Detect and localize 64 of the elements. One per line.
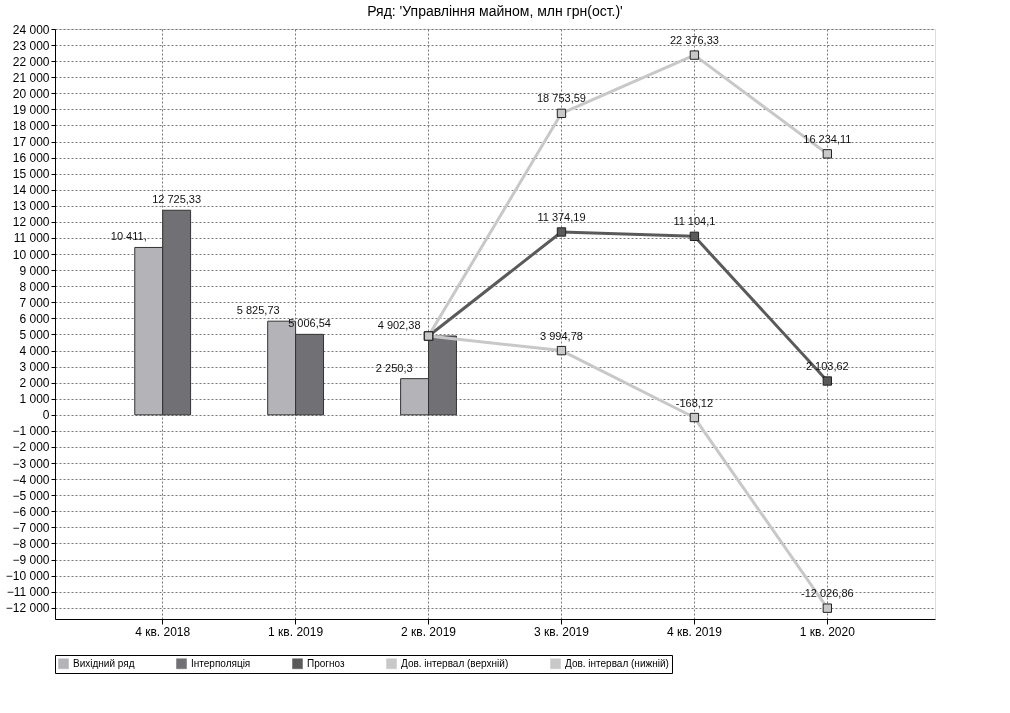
data-label: 16 234,11 [803,132,852,145]
data-label: 11 104,1 [673,215,716,228]
y-tick-label: 1 000 [19,392,50,407]
y-tick-label: 3 000 [19,360,50,375]
data-label: 2 103,62 [805,360,849,373]
y-tick-label: 5 000 [19,327,50,342]
y-tick-label: 10 000 [12,247,50,262]
y-tick-label: 19 000 [12,102,50,117]
legend-label: Інтерполяція [191,657,251,669]
data-label: 5 825,73 [236,304,280,317]
data-label: 5 006,54 [288,317,331,330]
y-tick-label: 0 [42,408,50,423]
y-tick-label: −10 000 [5,569,50,584]
legend-label: Вихідний ряд [73,657,135,669]
y-tick-label: 8 000 [19,279,50,294]
y-tick-label: 14 000 [12,183,50,198]
data-label: -168,12 [675,396,714,409]
y-tick-label: 7 000 [19,295,50,310]
data-label: 10 411, [110,230,147,243]
y-tick-label: 15 000 [12,167,50,182]
x-tick-label: 4 кв. 2019 [666,624,723,639]
y-tick-label: −9 000 [12,553,50,568]
x-tick-label: 4 кв. 2018 [135,624,191,639]
y-tick-label: 18 000 [12,118,50,133]
y-tick-label: −5 000 [12,488,50,503]
y-tick-label: 2 000 [19,376,50,391]
y-tick-label: 20 000 [12,86,50,101]
y-tick-label: 12 000 [12,215,50,230]
y-tick-label: −7 000 [12,520,50,535]
x-tick-label: 3 кв. 2019 [533,624,590,639]
data-label: 18 753,59 [537,92,586,105]
legend-label: Дов. інтервал (нижній) [565,657,669,669]
x-tick-label: 1 кв. 2019 [268,624,324,639]
y-tick-label: −4 000 [12,472,50,487]
chart-title: Ряд: 'Управління майном, млн грн(ост.)' [367,3,623,19]
y-tick-label: −11 000 [6,585,50,600]
y-tick-label: −3 000 [12,456,50,471]
y-tick-label: 13 000 [12,199,50,214]
data-label: -12 026,86 [801,587,854,600]
y-tick-label: 9 000 [19,263,50,278]
y-tick-label: 21 000 [12,70,50,85]
data-label: 2 250,3 [375,361,413,374]
y-tick-label: 17 000 [12,135,50,150]
y-tick-label: 4 000 [19,344,50,359]
y-tick-label: −8 000 [12,536,50,551]
y-tick-label: 6 000 [19,311,50,326]
legend-label: Прогноз [307,657,345,669]
data-label: 3 994,78 [540,329,583,342]
y-tick-label: 11 000 [13,231,50,246]
y-tick-label: −2 000 [12,440,50,455]
y-tick-label: −6 000 [12,504,50,519]
x-tick-label: 1 кв. 2020 [799,624,856,639]
data-label: 4 902,38 [377,319,421,332]
y-tick-label: 16 000 [12,151,50,166]
data-label: 11 374,19 [537,210,586,223]
y-tick-label: 23 000 [12,38,50,53]
y-tick-label: −12 000 [5,601,50,616]
data-label: 12 725,33 [152,193,202,206]
y-tick-label: −1 000 [12,424,50,439]
legend-label: Дов. інтервал (верхній) [401,657,509,669]
x-tick-label: 2 кв. 2019 [401,624,457,639]
y-tick-label: 22 000 [12,54,50,69]
data-label: 22 376,33 [669,34,719,47]
y-tick-label: 24 000 [12,22,50,37]
